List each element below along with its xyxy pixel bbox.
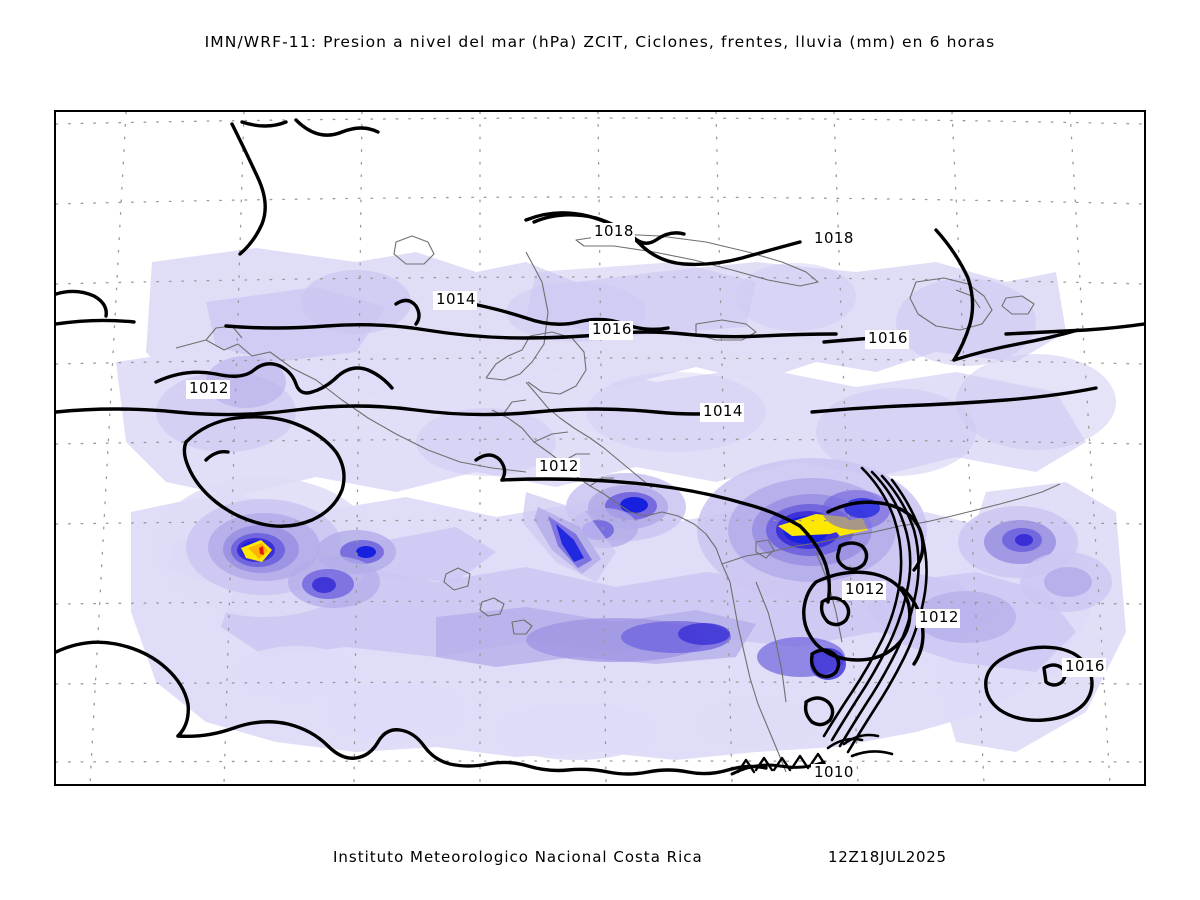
isobar-label: 1010 xyxy=(811,763,855,783)
isobar-label-text: 1018 xyxy=(594,222,634,240)
isobar-1014-left xyxy=(56,289,108,318)
isobar-label-text: 1012 xyxy=(919,608,959,626)
isobar-label-text: 1012 xyxy=(539,457,579,475)
page-title: IMN/WRF-11: Presion a nivel del mar (hPa… xyxy=(204,33,996,51)
isobar-1016-right xyxy=(1004,322,1144,336)
isobar-1012-closed-west xyxy=(182,415,346,528)
isobar-label-text: 1012 xyxy=(845,580,885,598)
isobar-label-text: 1018 xyxy=(814,229,854,247)
isobar-label-layer: 1018 1018 1014 1016 1016 xyxy=(186,222,1106,783)
graticule-layer xyxy=(56,112,1144,784)
isobar-label: 1016 xyxy=(589,320,633,340)
isobar-1012-northwest xyxy=(154,362,394,395)
isobar-1018-east xyxy=(934,228,975,362)
isobar-1012-central xyxy=(500,477,802,528)
isobar-1014-main xyxy=(56,404,738,417)
isobar-label: 1012 xyxy=(916,608,960,628)
isobar-1012-central-hook xyxy=(474,453,507,482)
isobar-label: 1012 xyxy=(842,580,886,600)
isobar-label: 1018 xyxy=(811,229,855,249)
isobar-1016-main xyxy=(224,322,838,340)
isobar-label-text: 1012 xyxy=(189,379,229,397)
map-canvas: 1018 1018 1014 1016 1016 xyxy=(56,112,1144,784)
isobar-label-text: 1016 xyxy=(1065,657,1105,675)
isobar-label-text: 1014 xyxy=(703,402,743,420)
isobar-label: 1014 xyxy=(433,290,477,310)
isobar-label-text: 1016 xyxy=(592,320,632,338)
isobar-1010-main xyxy=(176,720,768,776)
isobar-1014-right xyxy=(810,386,1098,414)
map-panel: 1018 1018 1014 1016 1016 xyxy=(54,110,1146,786)
isobar-label: 1012 xyxy=(536,457,580,477)
isobar-label: 1016 xyxy=(1062,657,1106,677)
isobar-1018-main xyxy=(532,213,802,267)
isobar-1010-west-lobe xyxy=(56,640,190,738)
rain-streak-colombia xyxy=(522,492,616,582)
isobar-label: 1018 xyxy=(591,222,635,242)
isobar-label: 1016 xyxy=(865,329,909,349)
rain-maximum-west xyxy=(154,477,396,617)
footer-institution: Instituto Meteorologico Nacional Costa R… xyxy=(333,848,703,866)
isobar-label-text: 1016 xyxy=(868,329,908,347)
isobar-label-text: 1014 xyxy=(436,290,476,308)
isobar-label: 1014 xyxy=(700,402,744,422)
isobar-label-text: 1010 xyxy=(814,763,854,781)
isobar-1016-closed-east xyxy=(984,645,1094,722)
rain-maximum-east xyxy=(697,458,927,602)
footer-valid-time: 12Z18JUL2025 xyxy=(828,848,947,866)
isobar-1016-left xyxy=(56,318,136,326)
isobar-1012-andes-a xyxy=(802,570,912,662)
isobar-label: 1012 xyxy=(186,379,230,399)
